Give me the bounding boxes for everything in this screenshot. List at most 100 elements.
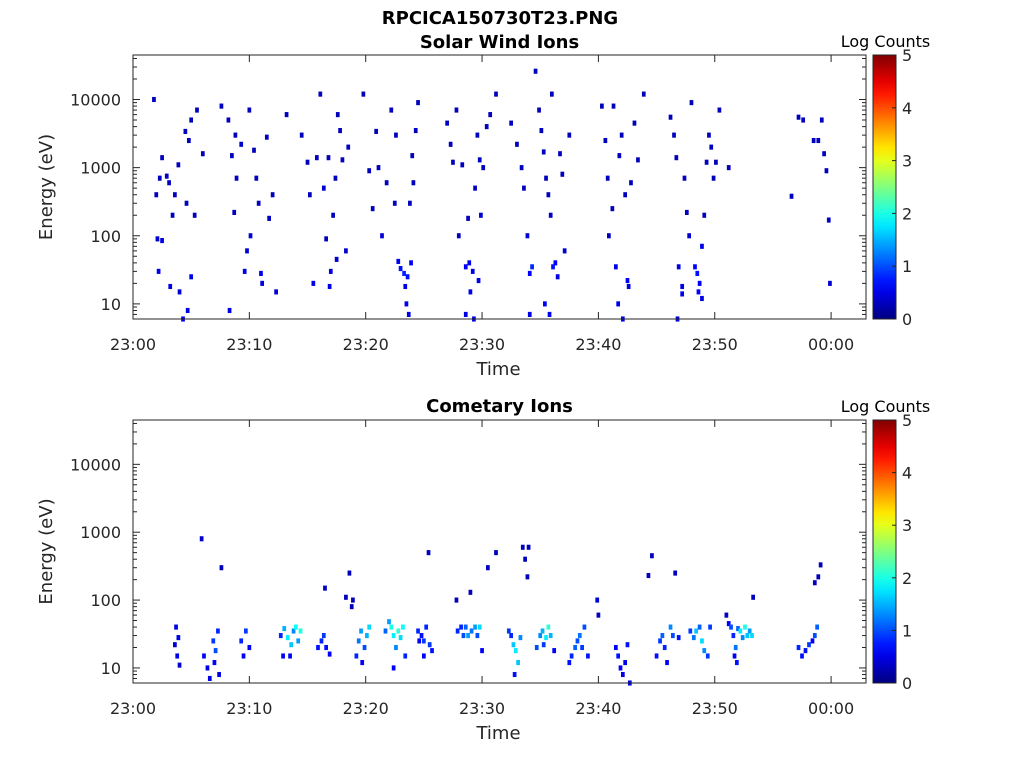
- heatmap-cell: [555, 274, 560, 280]
- y-tick-label: 100: [90, 591, 121, 610]
- heatmap-cell: [539, 128, 544, 134]
- heatmap-cell: [176, 635, 181, 641]
- heatmap-cell: [278, 633, 283, 639]
- heatmap-cell: [526, 544, 531, 550]
- heatmap-cell: [619, 132, 624, 138]
- heatmap-cell: [233, 132, 238, 138]
- colorbar: [872, 54, 897, 320]
- x-tick-label: 23:00: [110, 335, 156, 354]
- heatmap-cell: [636, 157, 640, 163]
- heatmap-cell: [247, 644, 252, 651]
- heatmap-cell: [416, 628, 420, 634]
- heatmap-cell: [202, 653, 206, 659]
- heatmap-cell: [546, 192, 551, 198]
- heatmap-cell: [509, 633, 513, 639]
- heatmap-cell: [419, 633, 424, 639]
- heatmap-cell: [413, 128, 418, 134]
- colorbar-tick-label: 5: [902, 411, 912, 430]
- heatmap-cell: [328, 268, 333, 274]
- heatmap-cell: [488, 112, 493, 118]
- heatmap-cell: [185, 307, 190, 314]
- heatmap-cell: [511, 642, 516, 648]
- heatmap-cell: [327, 651, 332, 657]
- heatmap-cell: [801, 117, 806, 123]
- heatmap-cell: [384, 180, 389, 186]
- x-tick-label: 23:40: [575, 335, 621, 354]
- heatmap-cell: [494, 91, 498, 97]
- heatmap-cell: [416, 100, 420, 106]
- heatmap-cell: [167, 180, 171, 186]
- colorbar-title: Log Counts: [841, 32, 931, 51]
- heatmap-cell: [516, 660, 520, 666]
- y-tick-label: 10: [101, 659, 121, 678]
- heatmap-cell: [689, 100, 694, 106]
- heatmap-cell: [252, 147, 256, 153]
- heatmap-cell: [548, 633, 553, 639]
- heatmap-cell: [424, 624, 429, 630]
- colorbar-tick-label: 1: [902, 257, 912, 276]
- heatmap-cell: [189, 274, 194, 280]
- heatmap-cell: [676, 635, 681, 641]
- x-axis-label: Time: [475, 359, 520, 380]
- heatmap-cell: [323, 585, 327, 591]
- heatmap-cell: [349, 604, 354, 610]
- heatmap-cell: [356, 638, 361, 644]
- heatmap-cell: [445, 120, 449, 126]
- heatmap-cell: [321, 185, 326, 191]
- heatmap-cell: [826, 217, 831, 223]
- heatmap-cell: [460, 162, 465, 168]
- heatmap-cell: [260, 280, 265, 286]
- heatmap-cell: [534, 644, 539, 651]
- heatmap-cell: [422, 638, 426, 644]
- heatmap-cell: [456, 233, 461, 239]
- heatmap-cell: [596, 612, 601, 618]
- heatmap-cell: [671, 633, 675, 639]
- heatmap-cell: [207, 675, 212, 681]
- heatmap-cell: [239, 638, 244, 644]
- heatmap-cell: [396, 258, 401, 264]
- heatmap-cell: [380, 233, 384, 239]
- heatmap-cell: [216, 628, 220, 634]
- heatmap-cell: [475, 633, 480, 639]
- heatmap-cell: [527, 270, 532, 276]
- heatmap-cell: [527, 311, 532, 317]
- heatmap-cell: [525, 233, 530, 239]
- heatmap-cell: [362, 644, 367, 651]
- heatmap-cell: [307, 192, 312, 198]
- heatmap-cell: [184, 200, 189, 206]
- heatmap-cell: [479, 212, 483, 218]
- colorbar-tick-label: 4: [902, 464, 912, 483]
- heatmap-cell: [729, 624, 733, 630]
- heatmap-cell: [387, 619, 391, 625]
- heatmap-cell: [548, 212, 553, 218]
- heatmap-cell: [247, 107, 252, 113]
- heatmap-cell: [738, 628, 743, 634]
- heatmap-cell: [629, 180, 633, 186]
- heatmap-cell: [326, 155, 331, 161]
- heatmap-cell: [577, 633, 582, 639]
- heatmap-cell: [506, 628, 511, 634]
- heatmap-cell: [562, 248, 567, 254]
- heatmap-cell: [569, 653, 574, 659]
- heatmap-cell: [467, 260, 472, 266]
- heatmap-cell: [405, 274, 410, 280]
- heatmap-cell: [217, 671, 221, 678]
- heatmap-cell: [406, 311, 411, 317]
- heatmap-cell: [294, 624, 298, 630]
- heatmap-cell: [694, 628, 698, 634]
- heatmap-cell: [484, 124, 489, 130]
- heatmap-cell: [226, 117, 231, 123]
- heatmap-cell: [160, 238, 164, 244]
- heatmap-cell: [170, 212, 175, 218]
- heatmap-cell: [195, 107, 199, 113]
- heatmap-cell: [654, 653, 659, 659]
- heatmap-cell: [285, 635, 290, 641]
- heatmap-cell: [705, 653, 710, 659]
- heatmap-cell: [157, 175, 162, 181]
- heatmap-cell: [298, 628, 303, 634]
- heatmap-cells: [152, 68, 832, 322]
- heatmap-cell: [448, 141, 453, 147]
- heatmap-cell: [168, 283, 173, 290]
- heatmap-cell: [611, 103, 616, 109]
